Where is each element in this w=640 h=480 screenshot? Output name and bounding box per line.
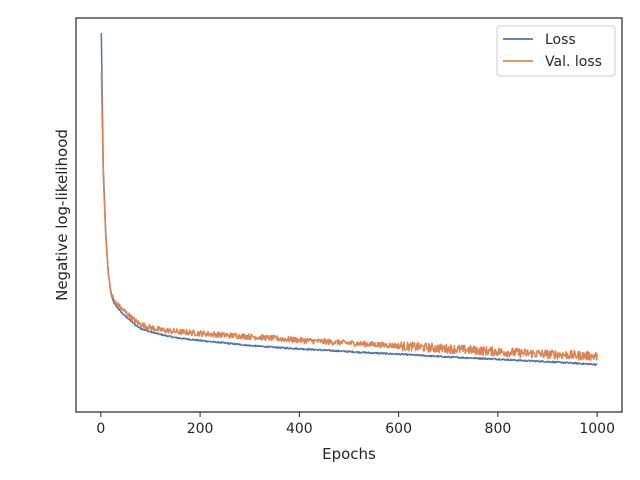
series-line-val-loss [100,72,598,362]
x-tick-label: 800 [485,421,512,437]
legend-label: Loss [545,32,576,48]
x-ticks: 0 200 400 600 800 1000 [96,412,615,437]
x-tick-label: 600 [385,421,412,437]
x-tick-label: 0 [96,421,105,437]
series-layer [100,32,598,366]
y-axis-label: Negative log-likelihood [53,129,71,301]
x-tick-label: 400 [286,421,313,437]
x-axis-label: Epochs [322,445,376,463]
axes-frame [75,17,623,413]
series-line-loss [100,32,598,366]
legend-label: Val. loss [545,54,602,70]
x-tick-label: 1000 [579,421,615,437]
plot-area [76,18,622,412]
x-tick-label: 200 [187,421,214,437]
legend: Loss Val. loss [496,25,616,77]
